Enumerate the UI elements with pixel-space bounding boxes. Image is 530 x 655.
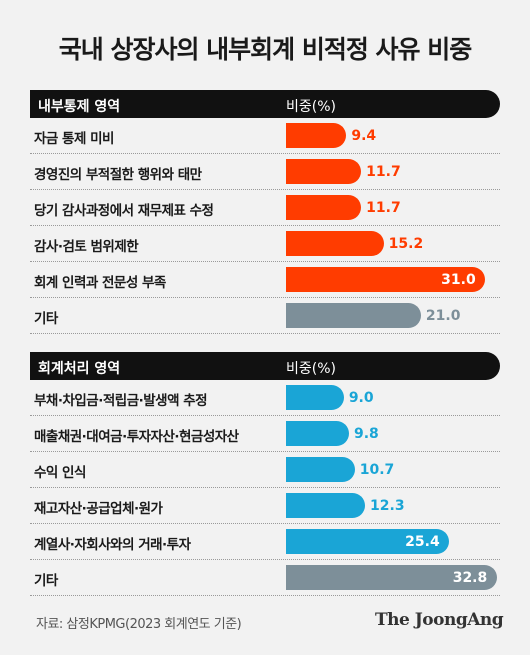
accounting-section: 회계처리 영역 비중(%) 부채·차입금·적립금·발생액 추정 9.0 매출채권·대… [30, 352, 500, 596]
bar-row: 자금 통제 미비 9.4 [30, 118, 500, 154]
section-title: 회계처리 영역 [38, 361, 121, 377]
category-label: 매출채권·대여금·투자자산·현금성자산 [34, 429, 239, 445]
section-header: 회계처리 영역 비중(%) [30, 352, 500, 380]
value-header: 비중(%) [286, 361, 336, 377]
bar [286, 493, 366, 518]
value-label: 11.7 [366, 164, 401, 180]
bar [286, 457, 355, 482]
bar-row: 기타 21.0 [30, 298, 500, 334]
value-label: 9.8 [353, 426, 379, 442]
category-label: 회계 인력과 전문성 부족 [34, 275, 166, 291]
category-label: 자금 통제 미비 [34, 131, 114, 147]
bar-row: 재고자산·공급업체·원가 12.3 [30, 488, 500, 524]
bar [286, 303, 421, 328]
bar-row: 매출채권·대여금·투자자산·현금성자산 9.8 [30, 416, 500, 452]
bar-rows: 자금 통제 미비 9.4 경영진의 부적절한 행위와 태만 11.7 당기 감사과정에서… [30, 118, 500, 334]
category-label: 감사·검토 범위제한 [34, 239, 139, 255]
category-label: 당기 감사과정에서 재무제표 수정 [34, 203, 214, 219]
chart-title: 국내 상장사의 내부회계 비적정 사유 비중 [58, 35, 473, 64]
section-header: 내부통제 영역 비중(%) [30, 90, 500, 118]
category-label: 계열사·자회사와의 거래·투자 [34, 537, 191, 553]
category-label: 부채·차입금·적립금·발생액 추정 [34, 393, 208, 409]
bar-row: 계열사·자회사와의 거래·투자 25.4 [30, 524, 500, 560]
bar [286, 267, 486, 292]
category-label: 경영진의 부적절한 행위와 태만 [34, 167, 202, 183]
value-label: 11.7 [366, 200, 401, 216]
source-note: 자료: 삼정KPMG(2023 회계연도 기준) [36, 617, 242, 632]
bar [286, 529, 450, 554]
value-label: 25.4 [405, 534, 440, 550]
value-label: 9.4 [351, 128, 377, 144]
category-label: 수익 인식 [34, 465, 86, 481]
bar-row: 당기 감사과정에서 재무제표 수정 11.7 [30, 190, 500, 226]
bar-row: 수익 인식 10.7 [30, 452, 500, 488]
value-label: 32.8 [452, 570, 488, 586]
value-label: 15.2 [388, 236, 424, 252]
value-label: 31.0 [441, 272, 476, 288]
bar [286, 385, 344, 410]
bar [286, 123, 347, 148]
section-title: 내부통제 영역 [38, 99, 121, 115]
value-header: 비중(%) [286, 99, 336, 115]
bar-row: 부채·차입금·적립금·발생액 추정 9.0 [30, 380, 500, 416]
value-label: 9.0 [348, 390, 374, 406]
category-label: 기타 [34, 573, 58, 589]
bar-row: 감사·검토 범위제한 15.2 [30, 226, 500, 262]
bar-row: 경영진의 부적절한 행위와 태만 11.7 [30, 154, 500, 190]
bar-row: 기타 32.8 [30, 560, 500, 596]
bar [286, 421, 349, 446]
bar-row: 회계 인력과 전문성 부족 31.0 [30, 262, 500, 298]
bar [286, 159, 362, 184]
bar [286, 195, 362, 220]
bar [286, 231, 384, 256]
value-label: 12.3 [370, 498, 405, 514]
bar [286, 565, 497, 590]
internal-control-section: 내부통제 영역 비중(%) 자금 통제 미비 9.4 경영진의 부적절한 행위와 태… [30, 90, 500, 334]
value-label: 10.7 [359, 462, 395, 478]
category-label: 재고자산·공급업체·원가 [34, 501, 163, 517]
bar-rows: 부채·차입금·적립금·발생액 추정 9.0 매출채권·대여금·투자자산·현금성자산 9… [30, 380, 500, 596]
joongang-logo: The JoongAng [375, 610, 504, 630]
value-label: 21.0 [425, 308, 461, 324]
category-label: 기타 [34, 311, 58, 327]
